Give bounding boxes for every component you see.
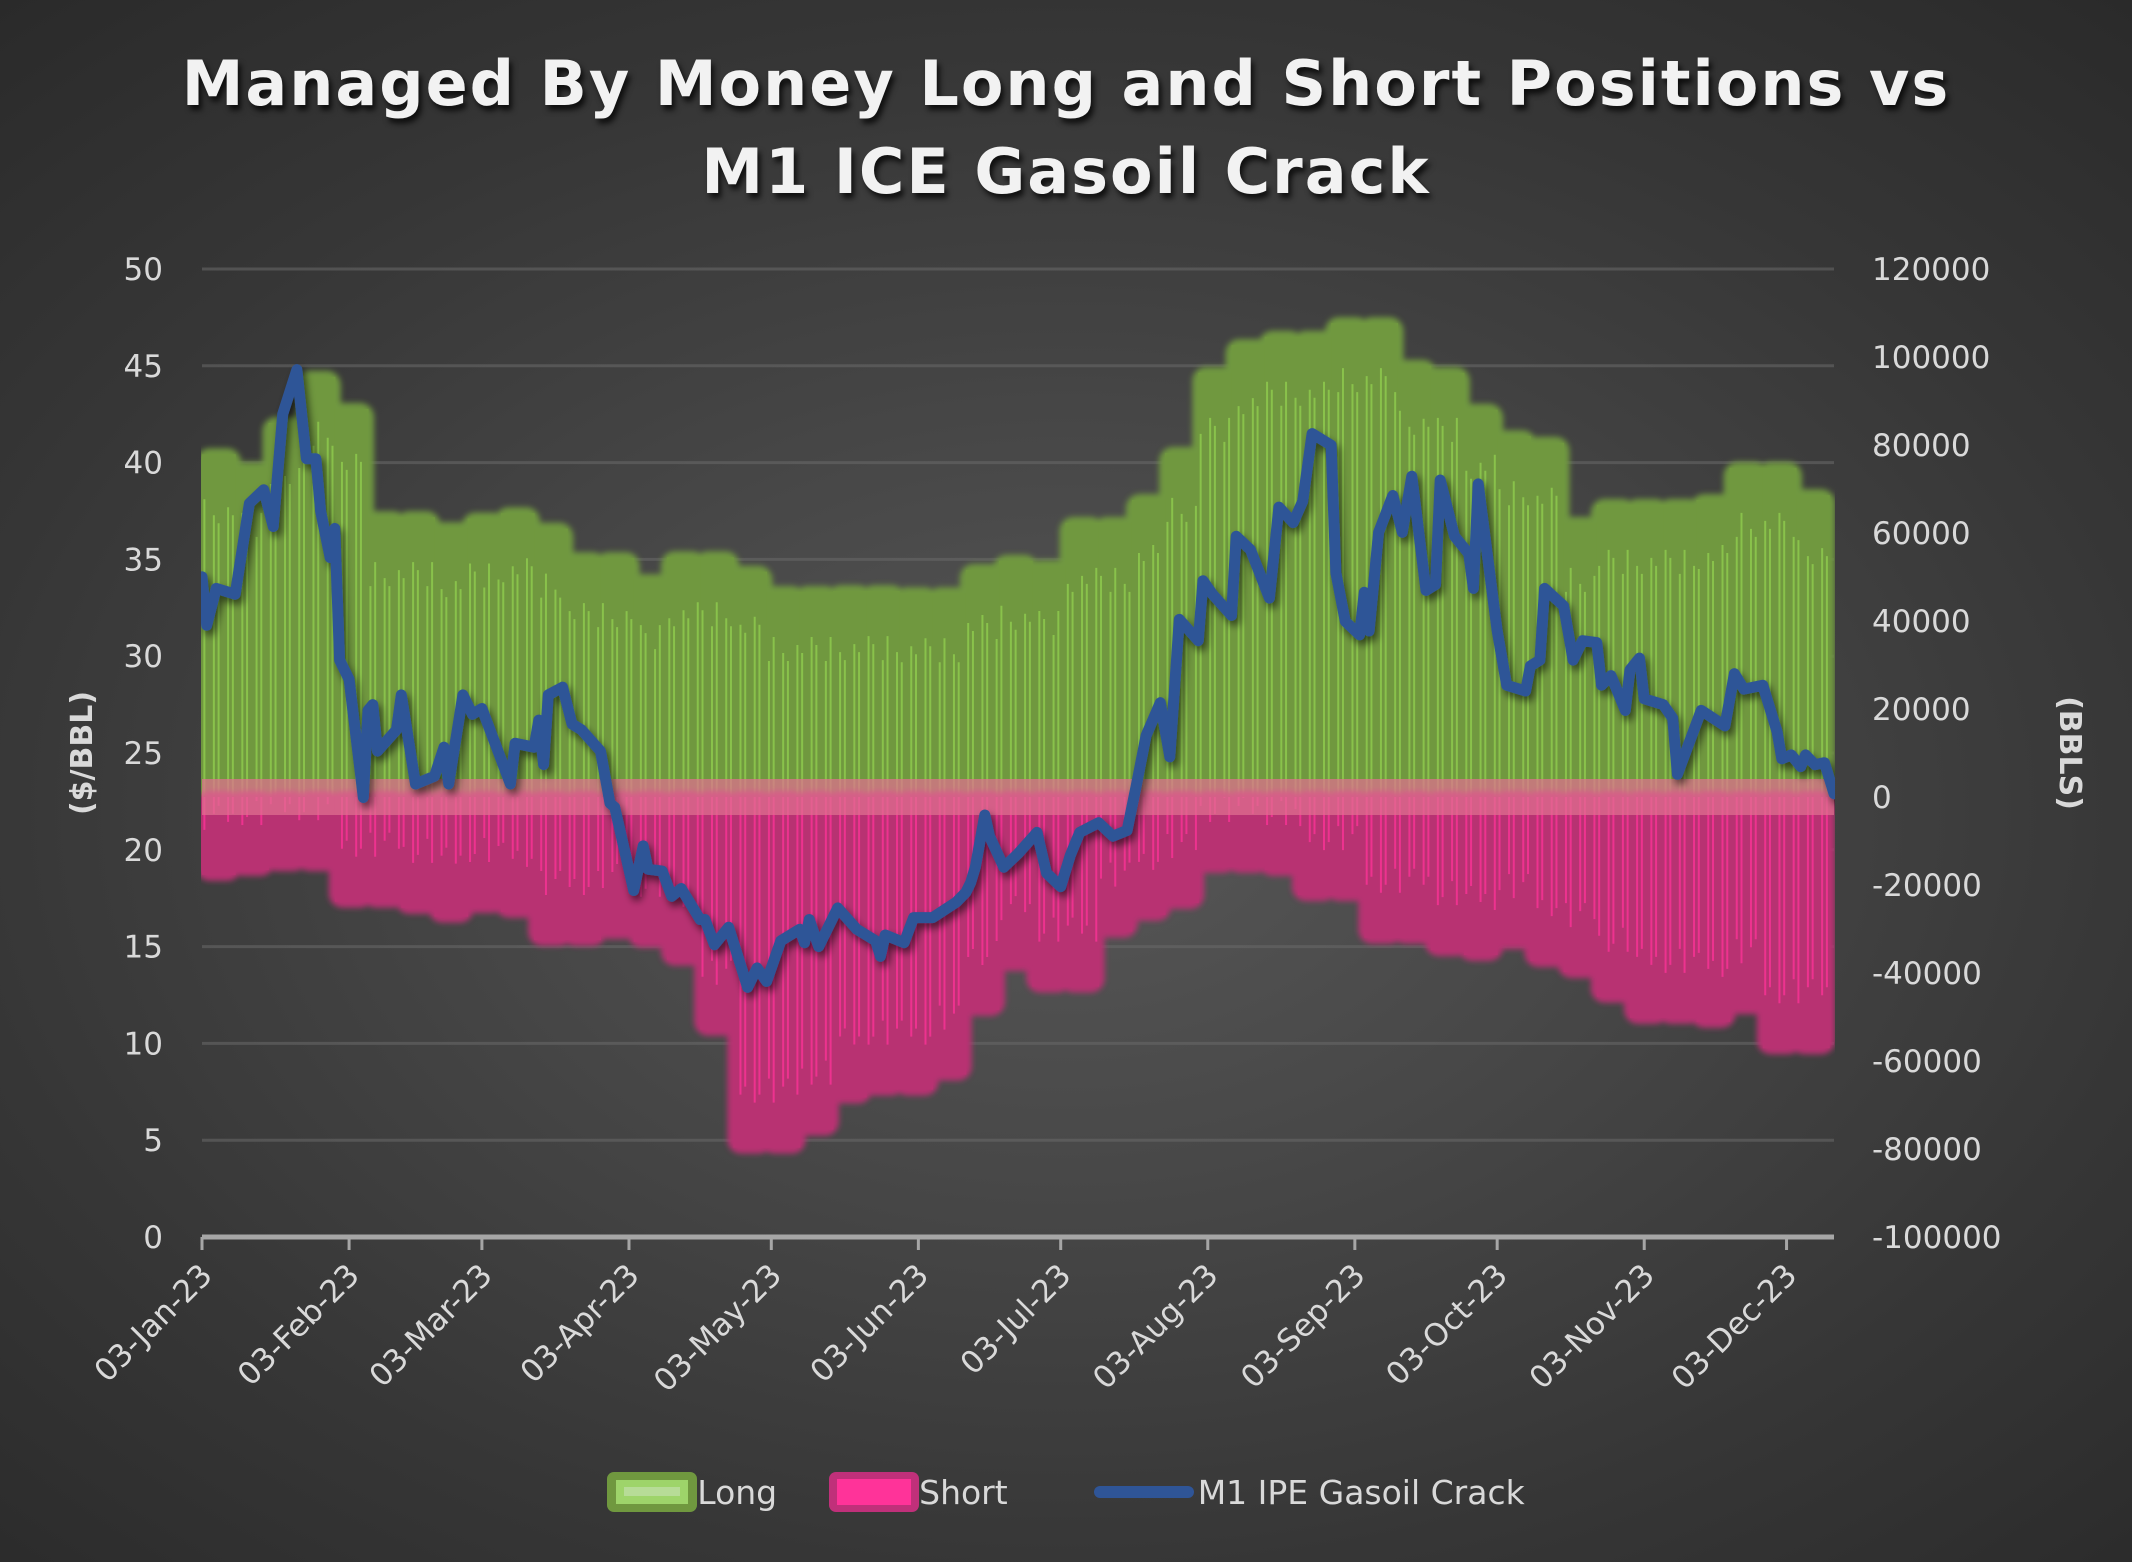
legend-item-short[interactable]: Short [829, 1472, 1008, 1512]
right-tick-label: 0 [1872, 780, 1892, 816]
x-tick-label: 03-Nov-23 [1523, 1257, 1662, 1396]
left-tick-label: 40 [124, 446, 163, 482]
right-tick-label: 20000 [1872, 692, 1971, 728]
legend: Long Short M1 IPE Gasoil Crack [0, 1472, 2132, 1512]
x-tick-label: 03-Dec-23 [1665, 1257, 1804, 1396]
x-tick-label: 03-Sep-23 [1234, 1257, 1372, 1395]
left-axis-title: ($/BBL) [65, 691, 100, 815]
right-tick-label: 80000 [1872, 428, 1971, 464]
long-bar [1131, 500, 1166, 797]
right-tick-label: 60000 [1872, 516, 1971, 552]
line-swatch-icon [1093, 1486, 1194, 1498]
short-bar [1729, 797, 1764, 1009]
x-tick-label: 03-May-23 [647, 1257, 789, 1399]
right-axis-title: (BBLS) [2052, 696, 2087, 810]
x-tick-label: 03-Apr-23 [514, 1257, 647, 1390]
x-tick-label: 03-Jul-23 [954, 1257, 1079, 1382]
series-short [201, 791, 1835, 1154]
short-bar [932, 797, 967, 1075]
left-tick-label: 20 [124, 833, 163, 869]
right-tick-label: -40000 [1872, 956, 1982, 992]
long-bar [1032, 566, 1066, 797]
right-tick-label: -100000 [1872, 1220, 2002, 1256]
legend-item-crack[interactable]: M1 IPE Gasoil Crack [1093, 1472, 1525, 1512]
x-tick-label: 03-Mar-23 [363, 1257, 500, 1394]
long-swatch-icon [607, 1472, 698, 1512]
long-bar [832, 591, 867, 797]
right-tick-label: -20000 [1872, 868, 1982, 904]
x-tick-label: 03-Oct-23 [1379, 1257, 1515, 1393]
line-group [201, 364, 1835, 993]
long-bar [733, 571, 768, 797]
x-tick-label: 03-Feb-23 [231, 1257, 367, 1393]
chart-title-line-2: M1 ICE Gasoil Crack [701, 135, 1431, 208]
left-tick-label: 0 [143, 1220, 163, 1256]
left-axis-ticks: 0 5 10 15 20 25 30 35 40 45 50 [124, 252, 163, 1256]
right-tick-label: -60000 [1872, 1044, 1982, 1080]
short-bar [1530, 797, 1565, 962]
long-bar [633, 580, 668, 797]
chart-title: Managed By Money Long and Short Position… [0, 40, 2132, 216]
left-tick-label: 35 [124, 542, 163, 578]
short-bar [1630, 797, 1664, 1018]
right-axis-ticks: -100000 -80000 -60000 -40000 -20000 0 20000 400… [1872, 252, 2002, 1256]
right-tick-label: 120000 [1872, 252, 1990, 288]
legend-label-short: Short [919, 1472, 1008, 1512]
series-line-crack [201, 364, 1835, 993]
short-bar [434, 797, 469, 917]
bars [201, 317, 1835, 1154]
short-bar [1131, 797, 1166, 915]
legend-label-crack: M1 IPE Gasoil Crack [1197, 1472, 1525, 1512]
left-tick-label: 5 [143, 1123, 163, 1159]
left-tick-label: 45 [124, 349, 163, 385]
legend-label-long: Long [697, 1472, 778, 1512]
chart-title-line-1: Managed By Money Long and Short Position… [181, 47, 1951, 120]
left-tick-label: 50 [124, 252, 163, 288]
right-tick-label: 40000 [1872, 604, 1971, 640]
zero-overlap-band [202, 779, 1834, 815]
short-bar [832, 797, 867, 1098]
long-bar [932, 593, 967, 797]
legend-item-long[interactable]: Long [607, 1472, 777, 1512]
short-bar [1430, 797, 1465, 951]
left-tick-label: 25 [124, 736, 163, 772]
x-tick-label: 03-Jan-23 [88, 1257, 220, 1389]
left-tick-label: 30 [124, 639, 163, 675]
x-tick-label: 03-Aug-23 [1086, 1257, 1225, 1396]
left-tick-label: 10 [124, 1026, 163, 1062]
right-tick-label: 100000 [1872, 340, 1990, 376]
long-bar [1630, 504, 1664, 797]
right-tick-label: -80000 [1872, 1132, 1982, 1168]
x-tick-label: 03-Jun-23 [803, 1257, 936, 1390]
long-bar [1729, 467, 1764, 797]
short-bar [534, 797, 568, 940]
left-tick-label: 15 [124, 930, 163, 966]
series-long [201, 317, 1835, 803]
short-swatch-icon [829, 1472, 920, 1512]
